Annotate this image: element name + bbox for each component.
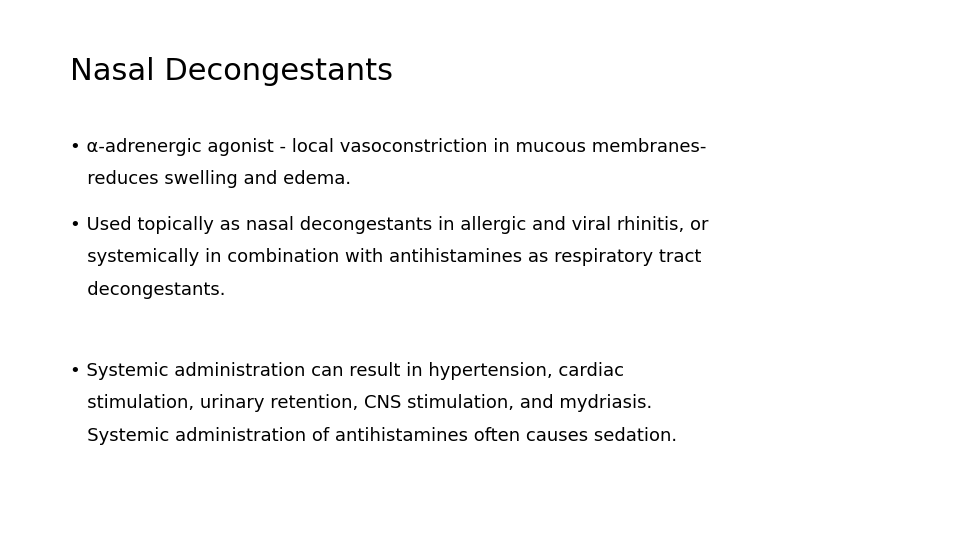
Text: • α-adrenergic agonist - local vasoconstriction in mucous membranes-: • α-adrenergic agonist - local vasoconst… xyxy=(70,138,707,156)
Text: stimulation, urinary retention, CNS stimulation, and mydriasis.: stimulation, urinary retention, CNS stim… xyxy=(70,394,653,412)
Text: decongestants.: decongestants. xyxy=(70,281,226,299)
Text: reduces swelling and edema.: reduces swelling and edema. xyxy=(70,170,351,188)
Text: • Used topically as nasal decongestants in allergic and viral rhinitis, or: • Used topically as nasal decongestants … xyxy=(70,216,708,234)
Text: Nasal Decongestants: Nasal Decongestants xyxy=(70,57,393,86)
Text: systemically in combination with antihistamines as respiratory tract: systemically in combination with antihis… xyxy=(70,248,702,266)
Text: Systemic administration of antihistamines often causes sedation.: Systemic administration of antihistamine… xyxy=(70,427,677,444)
Text: • Systemic administration can result in hypertension, cardiac: • Systemic administration can result in … xyxy=(70,362,624,380)
